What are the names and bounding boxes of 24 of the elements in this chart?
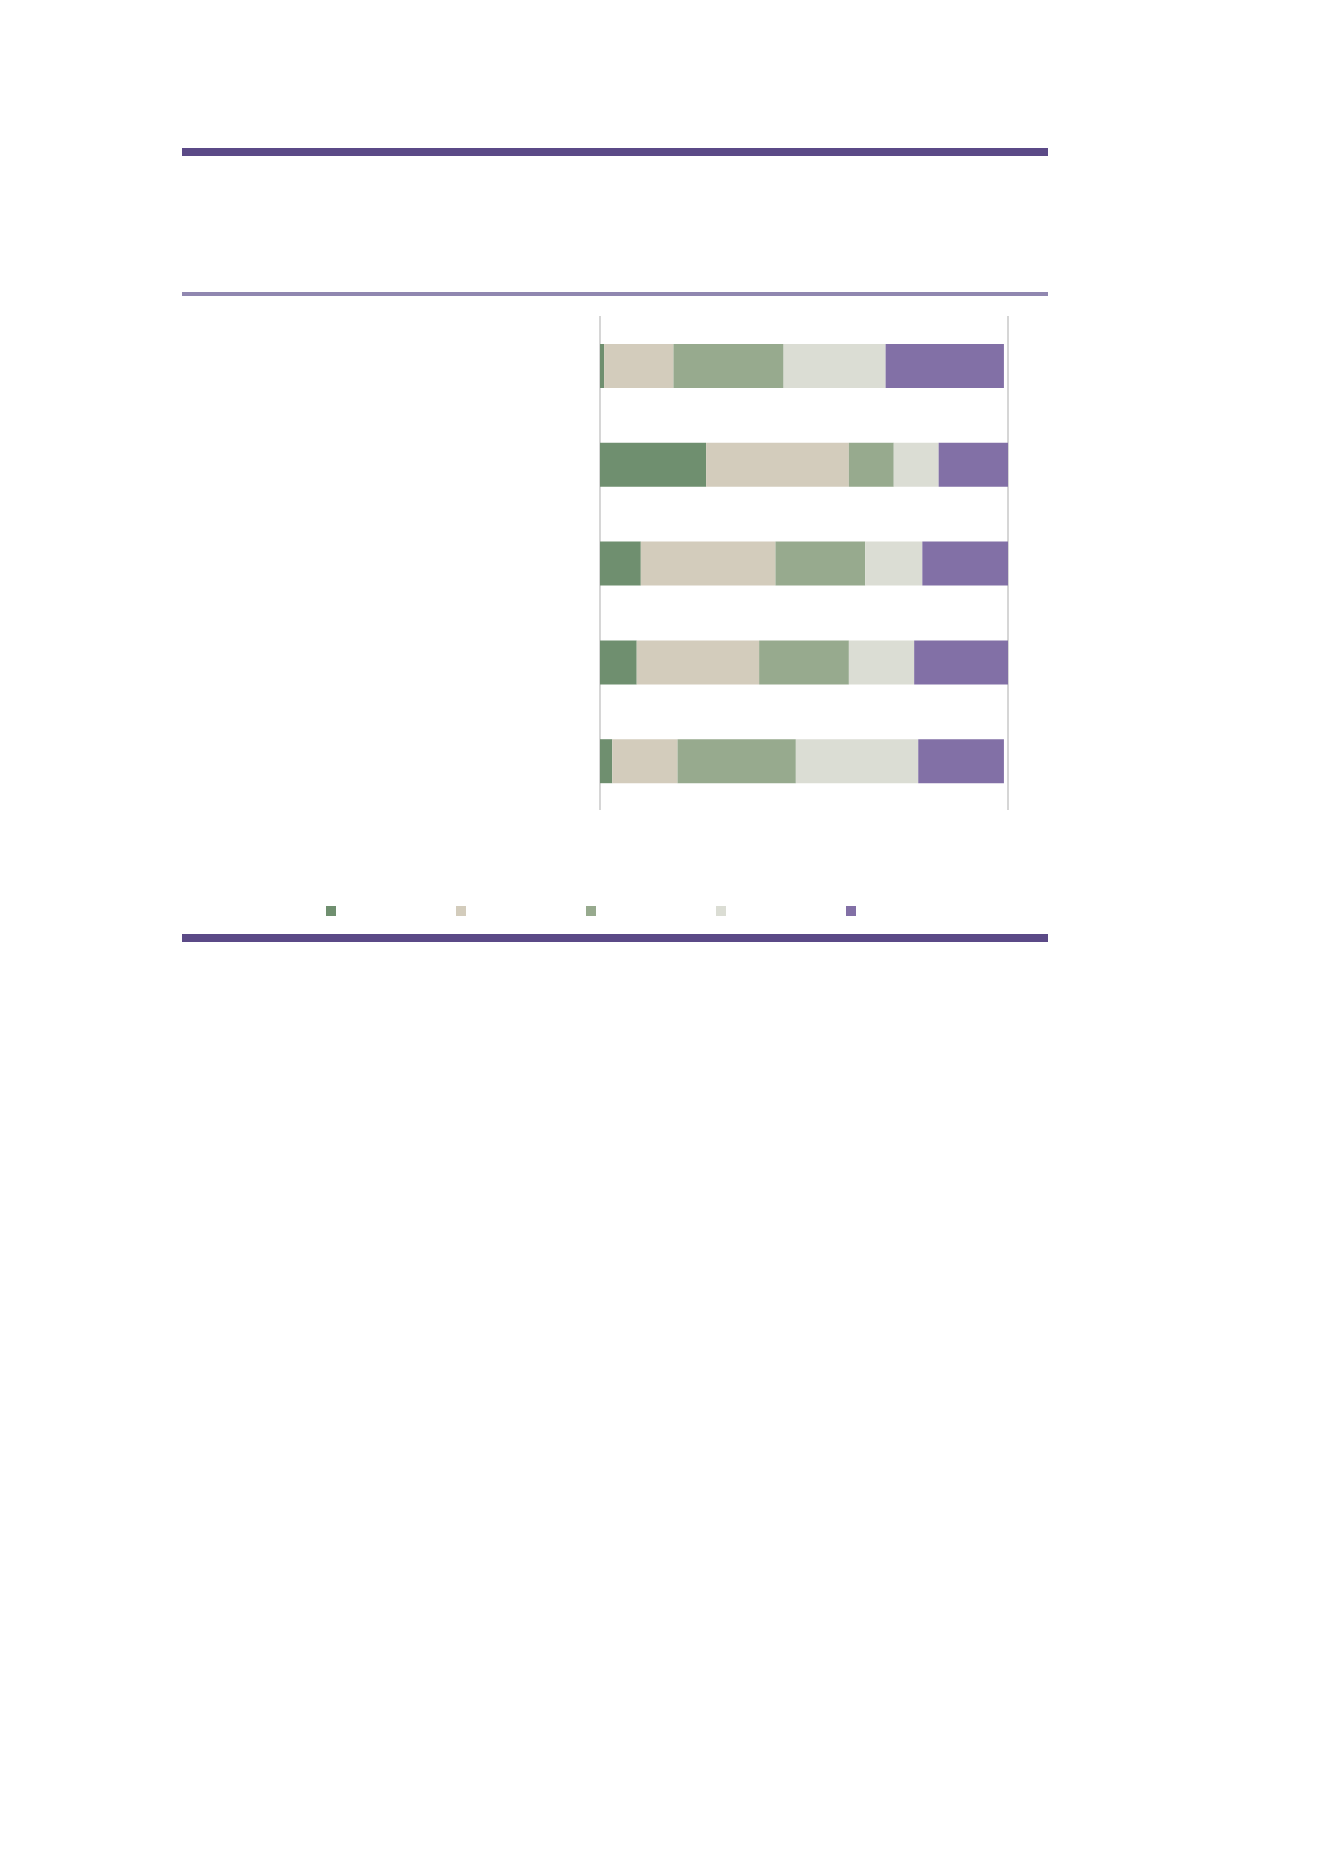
bar [636,640,760,685]
bar [677,739,796,784]
bar [914,640,1008,685]
bar [600,739,613,784]
bar [775,541,866,586]
bar [885,344,1004,388]
bar [640,541,776,586]
bar [604,344,674,388]
bar [865,541,923,586]
bar [706,442,849,487]
bar [848,442,894,487]
bar [612,739,678,784]
bar [893,442,939,487]
bar [938,442,1008,487]
bar [918,739,1004,784]
bar [848,640,915,685]
bar [795,739,919,784]
bar [600,541,641,586]
bar [600,640,637,685]
bar [600,442,707,487]
bar [922,541,1008,586]
bar [783,344,886,388]
bar [759,640,849,685]
bar [673,344,784,388]
